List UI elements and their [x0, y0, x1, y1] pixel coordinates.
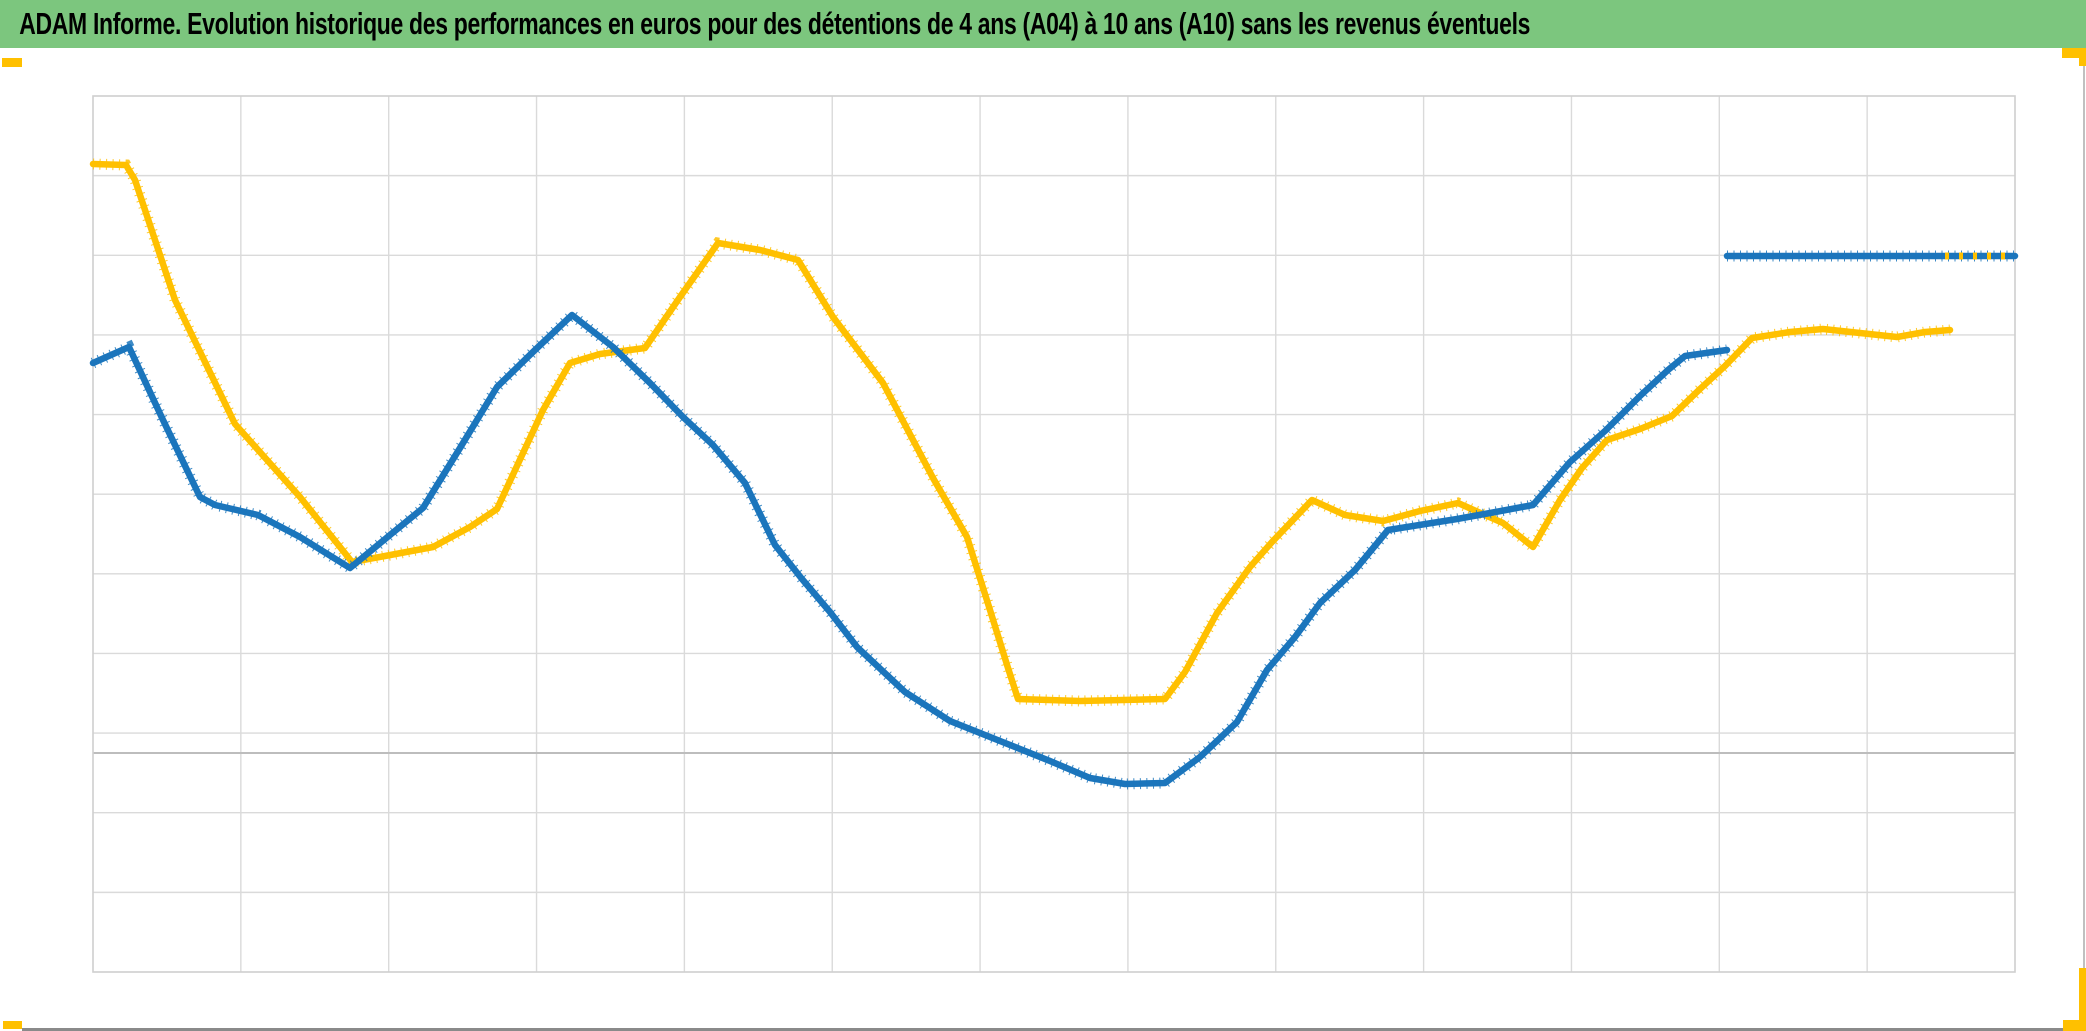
selection-handle-bottom-left	[3, 1021, 22, 1029]
selection-handle-bottom-right-foot	[2063, 1020, 2086, 1031]
selection-handle-top-left	[2, 58, 22, 67]
selection-handle-top-right-stub	[2079, 48, 2086, 66]
plot-border	[92, 95, 2016, 973]
selection-handle-top-right	[2062, 48, 2086, 58]
page-title: ADAM Informe. Evolution historique des p…	[19, 6, 1531, 41]
window-bottom-edge	[22, 1028, 2063, 1031]
window-right-edge	[2083, 66, 2085, 968]
yellow-series-line	[89, 160, 1954, 705]
selection-handle-bottom-right	[2079, 968, 2086, 1031]
title-bar: ADAM Informe. Evolution historique des p…	[0, 0, 2086, 48]
yellow-series-markers	[92, 158, 1951, 707]
gridlines	[93, 96, 2015, 972]
blue-series-line	[89, 311, 1731, 788]
